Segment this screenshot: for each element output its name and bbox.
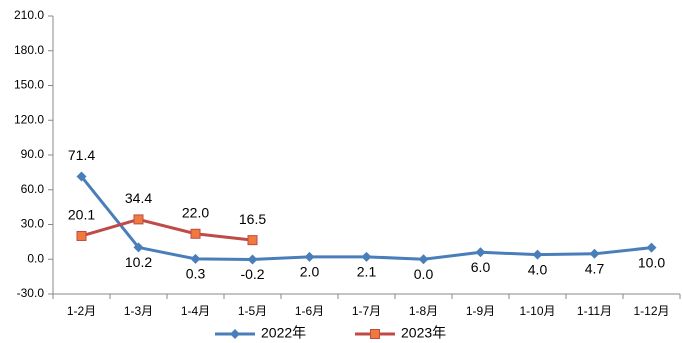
legend-label: 2022年 — [261, 325, 306, 341]
data-label: 0.3 — [186, 266, 206, 282]
x-tick-label: 1-9月 — [466, 304, 495, 318]
legend-marker — [370, 329, 380, 339]
data-point — [361, 251, 372, 262]
data-label: 10.0 — [638, 254, 665, 270]
data-label: 22.0 — [182, 204, 209, 220]
y-tick-label: 0.0 — [27, 251, 44, 265]
data-label: -0.2 — [240, 266, 264, 282]
y-tick-label: 90.0 — [21, 147, 45, 161]
x-tick-label: 1-7月 — [352, 304, 381, 318]
x-tick-label: 1-3月 — [124, 304, 153, 318]
x-tick-label: 1-8月 — [409, 304, 438, 318]
y-tick-label: 210.0 — [14, 8, 44, 22]
legend-label: 2023年 — [401, 325, 446, 341]
data-label: 34.4 — [125, 190, 152, 206]
y-tick-label: 30.0 — [21, 217, 45, 231]
data-point — [247, 254, 258, 265]
series-line — [81, 217, 253, 242]
legend-marker — [230, 329, 240, 339]
data-label: 2.1 — [357, 264, 377, 280]
data-label: 71.4 — [68, 147, 95, 163]
data-point — [475, 247, 486, 258]
data-label: 2.0 — [300, 264, 320, 280]
data-label: 16.5 — [239, 211, 266, 227]
data-label: 0.0 — [414, 266, 434, 282]
x-tick-label: 1-10月 — [519, 304, 555, 318]
y-tick-label: 180.0 — [14, 43, 44, 57]
data-point — [133, 214, 144, 225]
data-point — [532, 249, 543, 260]
data-label: 4.7 — [585, 261, 605, 277]
data-point — [418, 254, 429, 265]
data-point — [190, 253, 201, 264]
y-tick-label: 150.0 — [14, 78, 44, 92]
data-point — [589, 248, 600, 259]
data-label: 10.2 — [125, 254, 152, 270]
x-tick-label: 1-5月 — [238, 304, 267, 318]
data-point — [76, 171, 87, 182]
x-tick-label: 1-6月 — [295, 304, 324, 318]
series-line — [80, 175, 652, 261]
data-label: 6.0 — [471, 259, 491, 275]
data-label: 20.1 — [68, 207, 95, 223]
data-point — [190, 228, 201, 239]
data-point — [247, 235, 258, 246]
data-point — [304, 251, 315, 262]
x-tick-label: 1-2月 — [67, 304, 96, 318]
x-tick-label: 1-4月 — [181, 304, 210, 318]
data-point — [76, 230, 87, 241]
y-tick-label: 60.0 — [21, 182, 45, 196]
data-point — [133, 242, 144, 253]
x-tick-label: 1-11月 — [577, 304, 612, 318]
y-tick-label: -30.0 — [17, 286, 45, 300]
x-tick-label: 1-12月 — [633, 304, 669, 318]
data-point — [646, 242, 657, 253]
data-label: 4.0 — [528, 261, 548, 277]
y-tick-label: 120.0 — [14, 112, 44, 126]
